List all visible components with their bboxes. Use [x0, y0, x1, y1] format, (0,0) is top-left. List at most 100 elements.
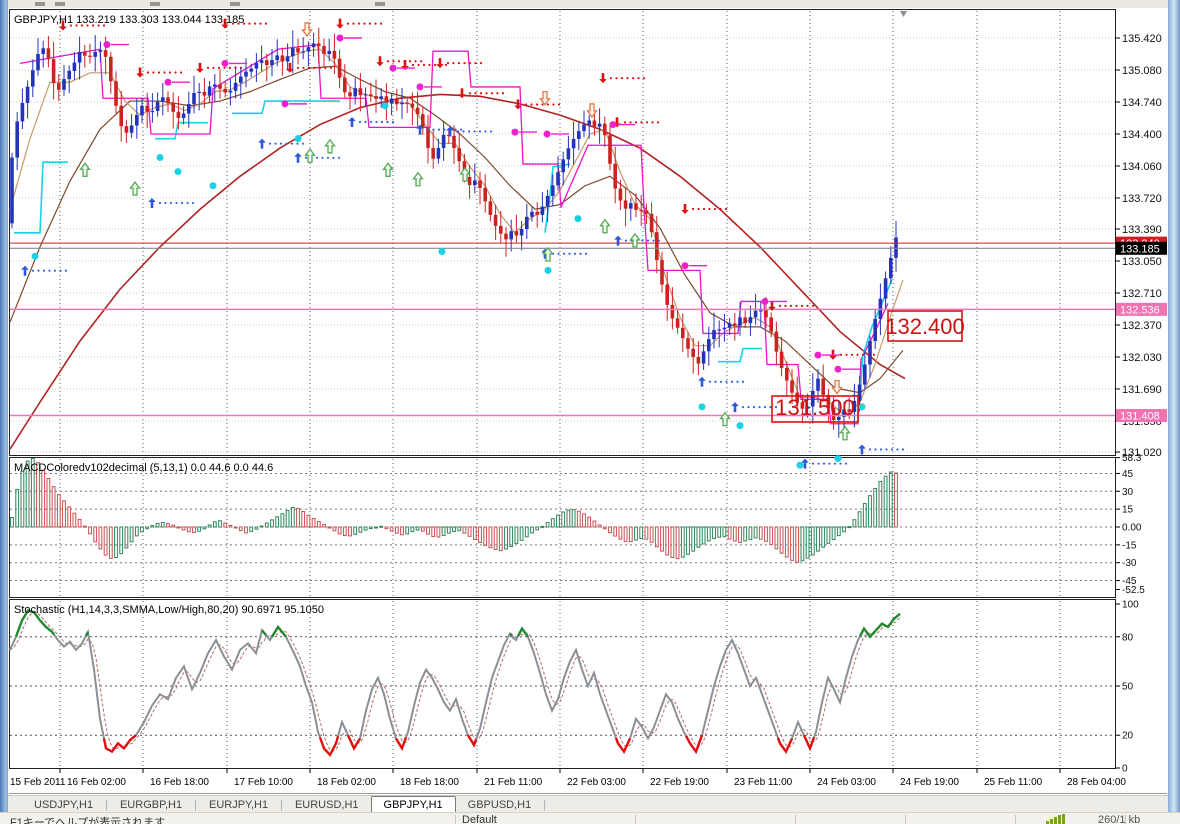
buy-arrow-marker[interactable] — [731, 402, 778, 413]
sell-arrow-marker[interactable] — [768, 300, 815, 311]
status-separator — [635, 815, 636, 824]
sell-arrow-marker[interactable] — [221, 18, 268, 29]
exit-up-arrow-marker[interactable] — [719, 411, 731, 427]
chart-svg[interactable]: 135.420 135.080 134.740 134.400 134.060 133.7… — [8, 8, 1168, 794]
stochastic-axis-label: 50 — [1122, 682, 1134, 693]
status-help-text: F1キーでヘルプが表示されます — [10, 817, 166, 824]
signal-dot-cyan[interactable] — [294, 135, 302, 143]
signal-dot-magenta[interactable] — [336, 34, 363, 42]
sell-arrow-marker[interactable] — [681, 203, 728, 214]
signal-dot-magenta[interactable] — [389, 64, 416, 72]
tab-gbpusdh1[interactable]: GBPUSD,H1 — [467, 798, 532, 811]
buy-arrow-marker[interactable] — [21, 265, 68, 276]
chart-window[interactable]: 135.420 135.080 134.740 134.400 134.060 133.7… — [8, 8, 1168, 794]
signal-dot-cyan[interactable] — [156, 153, 164, 161]
signal-dot-magenta[interactable] — [221, 59, 248, 67]
signal-dot-cyan[interactable] — [698, 403, 706, 411]
exit-up-arrow-marker[interactable] — [839, 425, 851, 441]
signal-dot-cyan[interactable] — [736, 422, 744, 430]
window-scrollbar[interactable] — [1168, 0, 1180, 824]
signal-dot-magenta[interactable] — [164, 78, 191, 86]
sell-arrow-marker[interactable] — [514, 99, 561, 110]
tab-gbpjpyh1[interactable]: GBPJPY,H1 — [370, 796, 456, 813]
exit-down-arrow-marker[interactable] — [586, 103, 598, 118]
price-axis-label: 133.050 — [1122, 256, 1162, 268]
buy-arrow-marker[interactable] — [698, 376, 745, 387]
price-axis-label: 133.390 — [1122, 224, 1162, 236]
stochastic-title: Stochastic (H1,14,3,3,SMMA,Low/High,80,2… — [14, 604, 324, 616]
exit-up-arrow-marker[interactable] — [382, 162, 394, 177]
status-profile[interactable]: Default — [462, 814, 497, 824]
signal-dot-cyan[interactable] — [438, 248, 446, 256]
price-note-text: 132.400 — [885, 314, 965, 339]
toolbar-mark — [35, 2, 45, 6]
exit-up-arrow-marker[interactable] — [599, 218, 611, 234]
sell-arrow-marker[interactable] — [436, 58, 483, 69]
price-note-box[interactable]: 132.400 — [885, 310, 965, 342]
signal-dot-magenta[interactable] — [103, 41, 130, 49]
stochastic-signal-line — [9, 611, 901, 752]
signal-dot-magenta[interactable] — [543, 130, 570, 138]
signal-dot-cyan[interactable] — [574, 215, 582, 223]
exit-up-arrow-marker[interactable] — [304, 148, 316, 163]
signal-dot-cyan[interactable] — [796, 461, 804, 469]
signal-dot-cyan[interactable] — [381, 102, 389, 110]
symbol-ohlc-label: GBPJPY,H1 133.219 133.303 133.044 133.18… — [14, 14, 244, 26]
price-axis-label: 134.060 — [1122, 161, 1162, 173]
exit-down-arrow-marker[interactable] — [831, 379, 843, 395]
signal-dot-cyan[interactable] — [544, 266, 552, 274]
buy-arrow-marker[interactable] — [258, 138, 305, 149]
signal-dot-magenta[interactable] — [416, 83, 443, 91]
trend-step-segment — [14, 161, 68, 234]
svg-text:133.185: 133.185 — [1120, 243, 1160, 255]
signal-dot-magenta[interactable] — [609, 121, 636, 129]
sell-arrow-marker[interactable] — [458, 88, 505, 99]
buy-arrow-marker[interactable] — [348, 117, 395, 128]
exit-down-arrow-marker[interactable] — [301, 22, 313, 38]
exit-up-arrow-marker[interactable] — [629, 232, 641, 248]
sell-arrow-marker[interactable] — [59, 20, 106, 31]
sell-arrow-marker[interactable] — [196, 62, 243, 73]
signal-dot-magenta[interactable] — [834, 365, 861, 373]
tab-eurjpyh1[interactable]: EURJPY,H1 — [208, 798, 269, 811]
tab-separator: | — [543, 798, 547, 811]
buy-arrow-marker[interactable] — [148, 197, 195, 208]
stochastic-zone-segment — [84, 631, 90, 637]
signal-dot-magenta[interactable] — [511, 128, 538, 136]
exit-up-arrow-marker[interactable] — [129, 181, 141, 196]
stochastic-zone-segment — [516, 626, 529, 638]
signal-dot-cyan[interactable] — [834, 455, 842, 463]
price-axis-label: 131.020 — [1122, 447, 1162, 459]
signal-dot-magenta[interactable] — [681, 262, 708, 270]
sell-arrow-marker[interactable] — [286, 62, 333, 73]
signal-dot-cyan[interactable] — [209, 182, 217, 190]
signal-dot-magenta[interactable] — [814, 351, 841, 359]
signal-dot-magenta[interactable] — [281, 100, 308, 108]
macd-axis-label: 45 — [1122, 469, 1134, 480]
price-badge: 132.536 — [1116, 302, 1167, 316]
stochastic-axis-label: 20 — [1122, 731, 1134, 742]
exit-up-arrow-marker[interactable] — [459, 166, 471, 182]
exit-up-arrow-marker[interactable] — [79, 162, 91, 177]
exit-up-arrow-marker[interactable] — [412, 171, 424, 187]
exit-up-arrow-marker[interactable] — [324, 138, 336, 154]
sell-arrow-marker[interactable] — [336, 18, 383, 29]
status-separator — [455, 815, 456, 824]
signal-dot-cyan[interactable] — [31, 252, 39, 260]
exit-down-arrow-marker[interactable] — [539, 90, 551, 106]
tab-eurusdh1[interactable]: EURUSD,H1 — [294, 798, 359, 811]
buy-arrow-marker[interactable] — [858, 444, 905, 455]
sell-arrow-marker[interactable] — [599, 73, 646, 84]
tab-eurgbph1[interactable]: EURGBP,H1 — [119, 798, 183, 811]
stochastic-zone-segment — [394, 736, 408, 752]
exit-up-arrow-marker[interactable] — [542, 246, 554, 262]
price-note-box[interactable]: 131.500 — [771, 395, 859, 423]
signal-dot-cyan[interactable] — [858, 403, 866, 411]
tab-usdjpyh1[interactable]: USDJPY,H1 — [34, 798, 94, 811]
signal-dot-magenta[interactable] — [761, 297, 788, 305]
buy-arrow-marker[interactable] — [446, 126, 493, 137]
sell-arrow-marker[interactable] — [136, 67, 183, 78]
buy-arrow-marker[interactable] — [801, 458, 848, 469]
stochastic-zone-segment — [509, 632, 513, 637]
signal-dot-cyan[interactable] — [174, 168, 182, 176]
